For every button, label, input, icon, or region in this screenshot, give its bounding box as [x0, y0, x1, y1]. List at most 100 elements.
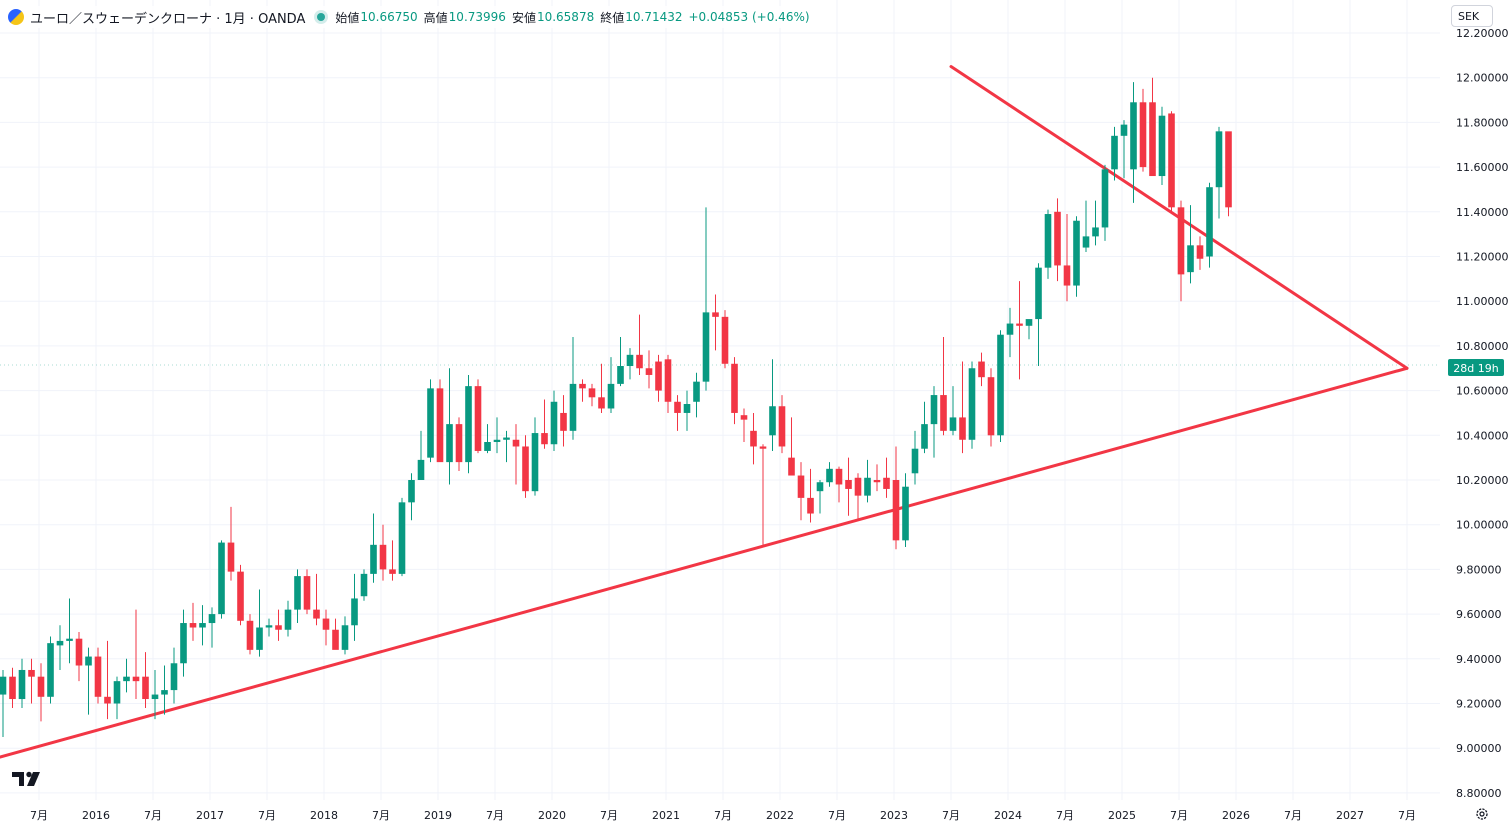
x-tick-label: 7月 [828, 809, 846, 822]
candle-body [189, 623, 197, 628]
candle-body [1101, 169, 1109, 228]
high-value: 10.73996 [448, 10, 506, 24]
candle-body [1025, 319, 1033, 326]
y-tick-label: 9.20000 [1456, 698, 1502, 711]
candle-body [959, 417, 966, 440]
currency-selector-button[interactable]: SEK [1451, 5, 1493, 27]
candle-body [199, 623, 206, 628]
y-tick-label: 9.40000 [1456, 653, 1502, 666]
y-tick-label: 9.60000 [1456, 608, 1502, 621]
tradingview-logo-icon[interactable] [12, 770, 44, 788]
open-label: 始値 [335, 10, 360, 25]
candle-body [66, 638, 73, 641]
candle-body [702, 312, 710, 382]
candle-body [104, 696, 111, 704]
candle-body [1168, 113, 1175, 208]
candle [1006, 307, 1014, 358]
candle-body [740, 415, 748, 420]
y-tick-label: 10.20000 [1456, 474, 1509, 487]
candle-body [446, 424, 453, 463]
candle [180, 609, 187, 677]
candle-body [731, 363, 738, 413]
candle [959, 361, 966, 454]
candle-body [550, 401, 558, 445]
candle-body [332, 629, 339, 650]
candles-layer [0, 77, 1232, 738]
candle-body [617, 366, 624, 384]
candle [18, 658, 26, 708]
candle [1111, 126, 1118, 181]
candle [816, 480, 824, 514]
x-tick-label: 2027 [1336, 809, 1364, 822]
candle-body [246, 620, 254, 650]
candle-body [864, 477, 871, 496]
candle-body [427, 388, 434, 458]
candle [560, 395, 567, 447]
candle-body [493, 439, 501, 443]
candle [588, 383, 596, 407]
candle [37, 663, 45, 722]
candle [1187, 205, 1194, 284]
candle-body [598, 397, 605, 409]
symbol-title[interactable]: ユーロ／スウェーデンクローナ · 1月 · OANDA [30, 11, 306, 27]
candle [313, 573, 320, 626]
candle [1082, 200, 1090, 253]
candle-body [28, 669, 35, 677]
countdown-badge: 28d 19h [1448, 359, 1504, 376]
candle-body [921, 424, 928, 449]
x-tick-label: 7月 [600, 809, 618, 822]
candle-body [683, 404, 691, 413]
candle-body [788, 457, 795, 476]
candle-body [569, 383, 577, 431]
candle [1130, 82, 1137, 203]
candle [645, 350, 653, 389]
price-axis[interactable]: 8.80000 9.00000 9.20000 9.40000 9.60000 9.800… [1456, 27, 1509, 800]
high-label: 高値 [423, 10, 448, 25]
candle-body [256, 627, 263, 650]
candle-body [284, 609, 292, 630]
candle [778, 395, 786, 454]
open-value: 10.66750 [360, 10, 418, 24]
candle [1120, 120, 1128, 179]
candle [902, 473, 909, 548]
candle [759, 444, 767, 545]
candle-body [1063, 265, 1071, 286]
time-axis[interactable]: 7月 2016 7月 2017 7月 2018 7月 2019 7月 2020 7月 2021 7月 20… [30, 809, 1416, 822]
trendlines-layer[interactable] [0, 65, 1409, 760]
candle [1054, 198, 1061, 282]
candle [417, 430, 425, 480]
y-tick-label: 11.20000 [1456, 251, 1509, 264]
x-tick-label: 7月 [1056, 809, 1074, 822]
x-tick-label: 7月 [486, 809, 504, 822]
candle [883, 457, 890, 498]
symbol-header: ユーロ／スウェーデンクローナ · 1月 · OANDA 始値 10.66750 … [8, 6, 816, 28]
x-tick-label: 2019 [424, 809, 452, 822]
candle [1168, 111, 1175, 212]
symbol-logo-icon[interactable] [8, 9, 24, 25]
candle [550, 390, 558, 451]
x-tick-label: 2024 [994, 809, 1022, 822]
candle [246, 614, 254, 655]
candle [75, 631, 83, 682]
x-tick-label: 2025 [1108, 809, 1136, 822]
candle-body [1035, 267, 1042, 320]
candle [1196, 236, 1204, 270]
live-status-dot-icon [317, 13, 326, 21]
candle [807, 468, 814, 523]
candle [1025, 319, 1033, 340]
candle [987, 368, 995, 447]
settings-gear-icon[interactable] [1475, 807, 1489, 821]
candle-body [47, 643, 54, 697]
trendline-support[interactable] [0, 366, 1409, 759]
y-tick-label: 11.80000 [1456, 116, 1509, 129]
candle-body [1187, 245, 1194, 273]
candle-body [113, 681, 121, 704]
candle [1101, 164, 1109, 241]
candle-body [474, 386, 482, 451]
candle-body [997, 334, 1004, 436]
candle [636, 314, 643, 375]
candle-body [455, 424, 463, 463]
candle [845, 457, 852, 516]
candle [493, 417, 501, 454]
